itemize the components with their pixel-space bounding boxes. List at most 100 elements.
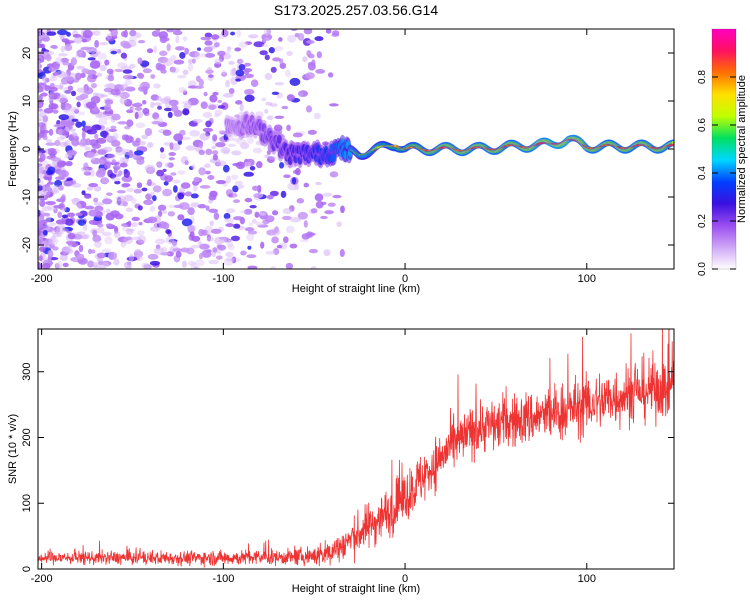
heatmap-cell	[322, 192, 333, 197]
heatmap-cell	[45, 138, 53, 144]
heatmap-cell	[81, 130, 86, 139]
heatmap-cell	[209, 94, 218, 103]
heatmap-cell	[198, 252, 204, 260]
heatmap-cell	[128, 150, 134, 158]
heatmap-cell	[160, 147, 165, 153]
heatmap-cell	[38, 163, 43, 167]
heatmap-cell	[271, 236, 279, 244]
heatmap-cell	[192, 118, 203, 124]
heatmap-cell	[172, 179, 181, 184]
heatmap-cell	[136, 182, 143, 189]
heatmap-cell	[222, 92, 234, 98]
heatmap-cell	[217, 105, 226, 109]
heatmap-cell	[228, 87, 235, 95]
heatmap-cell	[299, 238, 309, 243]
heatmap-cell	[54, 139, 61, 146]
colorbar-ticks: 0.0 0.2 0.4 0.6 0.8	[697, 28, 737, 276]
heatmap-cell	[42, 51, 50, 55]
heatmap-cell	[67, 233, 76, 240]
heatmap-cell	[126, 263, 132, 269]
heatmap-cell	[314, 36, 324, 42]
heatmap-cell	[157, 105, 162, 110]
heatmap-cell	[278, 37, 283, 42]
heatmap-cell	[340, 205, 345, 214]
heatmap-cell	[124, 79, 133, 86]
heatmap-cell	[138, 221, 143, 226]
heatmap-cell	[191, 164, 196, 170]
heatmap-cell	[86, 186, 94, 191]
heatmap-cell	[232, 185, 239, 193]
heatmap-cell	[163, 181, 169, 186]
heatmap-cell	[200, 101, 208, 109]
heatmap-cell	[97, 149, 107, 155]
heatmap-cell	[67, 212, 76, 218]
heatmap-cell	[38, 190, 47, 195]
heatmap-cell	[243, 208, 253, 215]
heatmap-cell	[263, 29, 270, 36]
heatmap-cell	[107, 153, 116, 159]
heatmap-cell	[168, 152, 176, 157]
heatmap-cell	[134, 248, 142, 254]
heatmap-cell	[215, 255, 223, 260]
heatmap-cell	[136, 72, 144, 78]
heatmap-cell	[212, 91, 219, 96]
heatmap-cell	[108, 29, 113, 32]
heatmap-cell	[135, 102, 142, 106]
heatmap-cell	[105, 208, 111, 214]
heatmap-cell	[305, 105, 313, 113]
heatmap-cell	[332, 194, 342, 199]
heatmap-cell	[251, 218, 257, 224]
heatmap-cell	[38, 108, 44, 112]
heatmap-cell	[244, 197, 253, 203]
x-tick-label: -100	[212, 273, 234, 285]
heatmap-cell	[253, 192, 264, 199]
heatmap-cell	[285, 225, 295, 234]
heatmap-cell	[94, 240, 102, 248]
heatmap-cell	[197, 47, 202, 51]
heatmap-cell	[88, 209, 99, 217]
heatmap-cell	[202, 127, 213, 133]
heatmap-cell	[53, 123, 65, 128]
heatmap-cell	[129, 29, 137, 37]
heatmap-cell	[53, 184, 59, 193]
heatmap-cell	[123, 169, 131, 178]
heatmap-cell	[116, 189, 126, 194]
heatmap-cell	[175, 46, 186, 51]
heatmap-cell	[274, 82, 284, 86]
heatmap-cell	[286, 50, 293, 57]
heatmap-cell	[168, 99, 179, 107]
heatmap-cell	[59, 254, 68, 262]
heatmap-cell	[314, 193, 324, 202]
heatmap-cell	[261, 43, 269, 48]
heatmap-cell	[147, 178, 152, 187]
heatmap-cell	[58, 184, 64, 191]
heatmap-cell	[133, 188, 142, 194]
heatmap-cell	[59, 142, 68, 147]
heatmap-cell	[187, 207, 195, 216]
heatmap-cell	[261, 97, 267, 102]
heatmap-cell	[228, 60, 235, 65]
heatmap-cell	[38, 60, 41, 68]
heatmap-cell	[87, 73, 93, 82]
heatmap-cell	[112, 132, 119, 141]
heatmap-cell	[162, 209, 167, 214]
heatmap-cell	[189, 129, 201, 137]
colorbar-frame	[711, 28, 737, 270]
heatmap-cell	[99, 42, 108, 46]
heatmap-cell	[56, 160, 66, 168]
heatmap-cell	[208, 104, 217, 110]
heatmap-cell	[270, 66, 277, 73]
heatmap-cell	[280, 190, 287, 199]
heatmap-cell	[98, 117, 108, 126]
heatmap-cell	[208, 74, 214, 78]
heatmap-cell	[216, 160, 227, 167]
heatmap-cell	[313, 112, 321, 120]
heatmap-cell	[306, 50, 312, 57]
heatmap-cell	[97, 167, 107, 175]
heatmap-cell	[142, 68, 152, 74]
heatmap-cell	[38, 262, 42, 269]
heatmap-cell	[221, 29, 229, 37]
heatmap-cell	[103, 83, 115, 89]
heatmap-cell	[203, 163, 211, 168]
